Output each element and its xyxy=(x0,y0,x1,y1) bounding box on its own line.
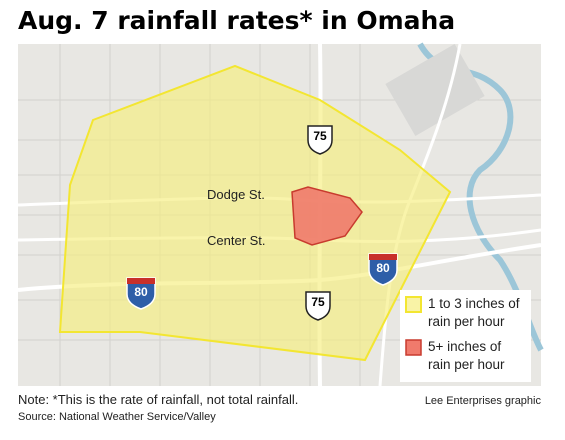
legend-swatch xyxy=(405,296,422,313)
us-shield: 75 xyxy=(307,125,333,155)
legend-text: 1 to 3 inches of xyxy=(428,296,520,311)
interstate-shield: 80 xyxy=(126,277,156,310)
zone-5-plus-inches xyxy=(291,186,363,246)
shield-label: 75 xyxy=(311,295,325,309)
source: Source: National Weather Service/Valley xyxy=(18,411,216,423)
shield-label: 75 xyxy=(313,129,327,143)
legend-text: rain per hour xyxy=(428,357,505,372)
us-shield: 75 xyxy=(305,291,331,321)
street-label: Center St. xyxy=(207,233,266,248)
river xyxy=(417,42,544,352)
legend-swatch xyxy=(405,339,422,356)
shield-label: 80 xyxy=(134,285,148,299)
legend-text: 5+ inches of xyxy=(428,339,501,354)
legend: 1 to 3 inches of rain per hour 5+ inches… xyxy=(400,290,531,382)
map: Dodge St. Center St. 75 75 80 80 1 to 3 … xyxy=(17,42,544,387)
note: Note: *This is the rate of rainfall, not… xyxy=(18,392,298,407)
airport xyxy=(385,44,485,136)
shield-label: 80 xyxy=(376,261,390,275)
zone-1-to-3-inches xyxy=(58,64,452,362)
title: Aug. 7 rainfall rates* in Omaha xyxy=(18,6,455,35)
interstate-shield: 80 xyxy=(368,253,398,286)
street-label: Dodge St. xyxy=(207,187,265,202)
legend-text: rain per hour xyxy=(428,314,505,329)
credit: Lee Enterprises graphic xyxy=(425,395,542,407)
